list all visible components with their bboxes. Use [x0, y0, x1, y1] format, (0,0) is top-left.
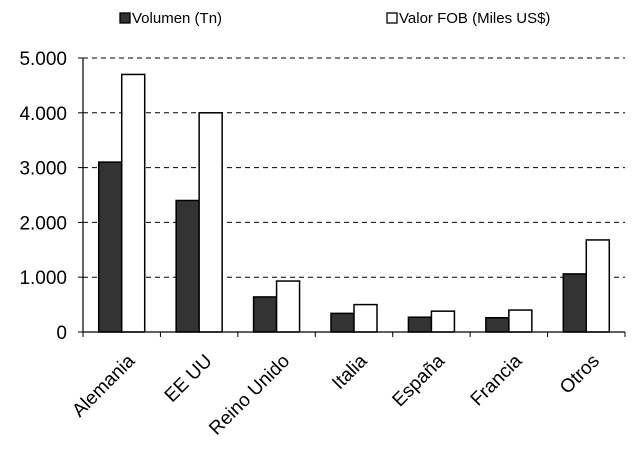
y-tick-label: 4.000: [19, 104, 67, 125]
y-tick-label: 5.000: [19, 49, 67, 70]
bar-valor-fob: [430, 310, 456, 333]
bar-volumen: [562, 273, 588, 333]
category-label: España: [389, 350, 450, 411]
category-label: Alemania: [68, 350, 139, 421]
y-axis-ticks: 0 1.000 2.000 3.000 4.000 5.000: [19, 49, 83, 344]
y-tick-label: 2.000: [19, 213, 67, 234]
bar-valor-fob: [585, 239, 611, 333]
bar-valor-fob: [120, 73, 146, 333]
bar-volumen: [252, 296, 278, 333]
legend: Volumen (Tn) Valor FOB (Miles US$): [119, 10, 550, 27]
bar-valor-fob: [508, 309, 533, 333]
bar-volumen: [175, 199, 200, 333]
category-label: Otros: [556, 351, 604, 399]
y-tick-label: 0: [56, 323, 67, 344]
legend-label-valor-fob: Valor FOB (Miles US$): [399, 10, 550, 27]
bar-valor-fob: [353, 303, 378, 333]
gridlines: [83, 57, 625, 278]
legend-swatch-valor-fob: [386, 12, 398, 24]
bar-volumen: [485, 317, 510, 333]
bar-valor-fob: [275, 280, 301, 333]
category-label: Reino Unido: [205, 351, 294, 440]
category-label: Francia: [467, 350, 527, 410]
axes: [82, 58, 626, 337]
bar-volumen: [330, 312, 355, 333]
legend-label-volumen: Volumen (Tn): [132, 10, 222, 27]
y-tick-label: 1.000: [19, 268, 67, 289]
bar-valor-fob: [198, 112, 223, 333]
category-label: EE UU: [161, 351, 217, 407]
bar-volumen: [407, 316, 433, 333]
legend-swatch-volumen: [119, 12, 131, 24]
y-tick-label: 3.000: [19, 159, 67, 180]
bar-volumen: [97, 161, 123, 333]
category-label: Italia: [328, 350, 372, 394]
